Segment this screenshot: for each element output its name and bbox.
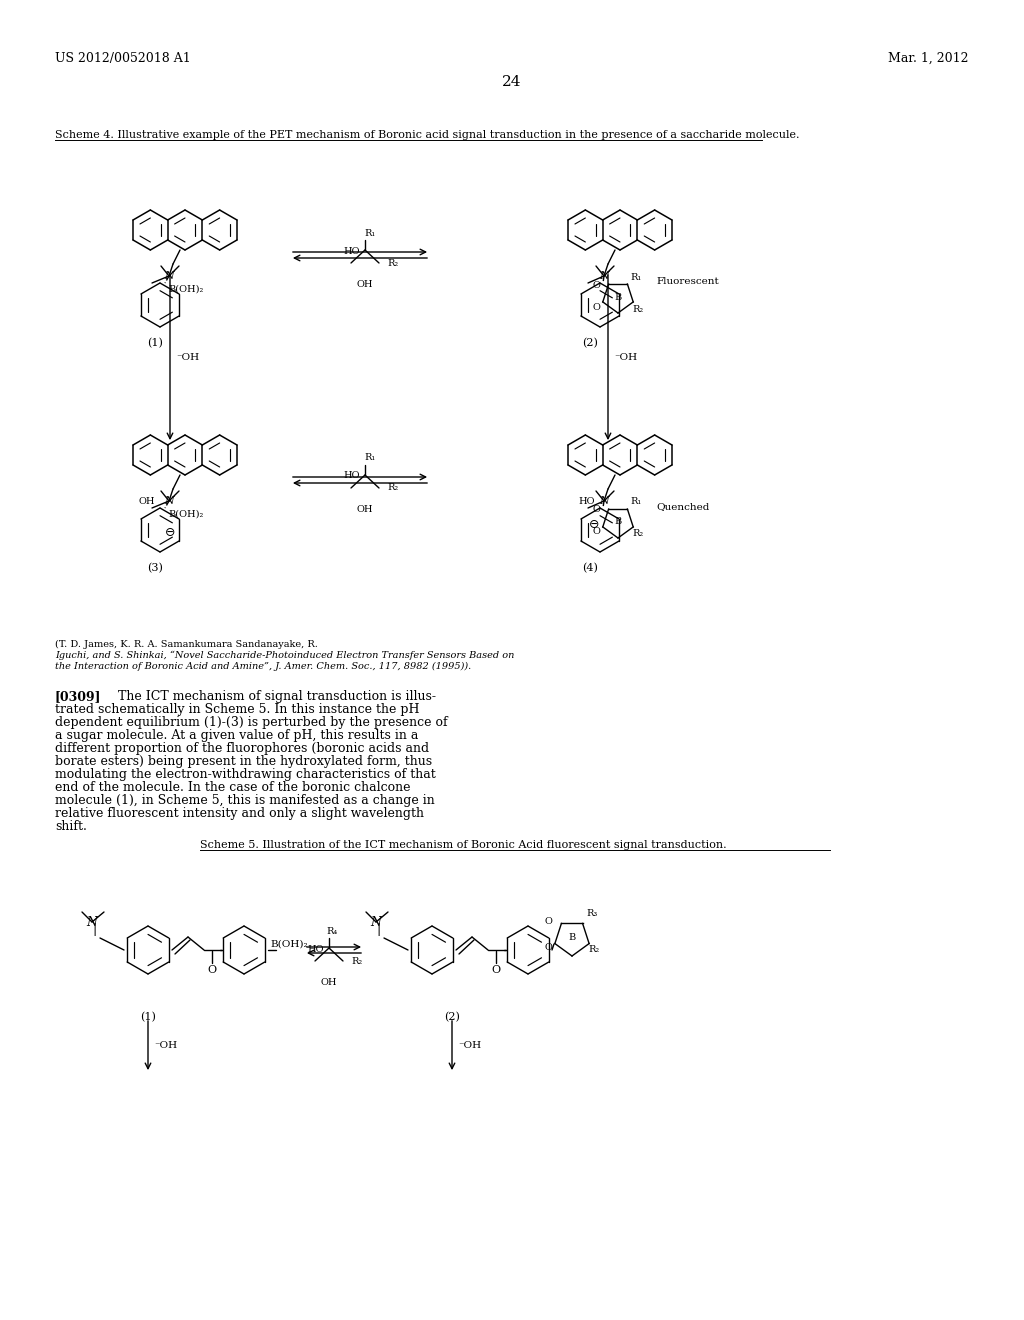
Text: ⁻OH: ⁻OH (176, 352, 199, 362)
Text: B(OH)₂: B(OH)₂ (168, 285, 203, 293)
Text: R₃: R₃ (586, 909, 597, 919)
Text: borate esters) being present in the hydroxylated form, thus: borate esters) being present in the hydr… (55, 755, 432, 768)
Text: (4): (4) (582, 564, 598, 573)
Text: ⊖: ⊖ (165, 525, 175, 539)
Text: dependent equilibrium (1)-(3) is perturbed by the presence of: dependent equilibrium (1)-(3) is perturb… (55, 715, 447, 729)
Text: Scheme 5. Illustration of the ICT mechanism of Boronic Acid fluorescent signal t: Scheme 5. Illustration of the ICT mechan… (200, 840, 727, 850)
Text: O: O (592, 302, 600, 312)
Text: |: | (377, 924, 381, 936)
Text: relative fluorescent intensity and only a slight wavelength: relative fluorescent intensity and only … (55, 807, 424, 820)
Text: Mar. 1, 2012: Mar. 1, 2012 (889, 51, 969, 65)
Text: trated schematically in Scheme 5. In this instance the pH: trated schematically in Scheme 5. In thi… (55, 704, 420, 715)
Text: O: O (592, 506, 600, 515)
Text: O: O (208, 965, 216, 975)
Text: ⊖: ⊖ (589, 517, 599, 531)
Text: N: N (599, 271, 609, 281)
Text: shift.: shift. (55, 820, 87, 833)
Text: (1): (1) (147, 338, 163, 348)
Text: [0309]: [0309] (55, 690, 101, 704)
Text: O: O (592, 281, 600, 289)
Text: Scheme 4. Illustrative example of the PET mechanism of Boronic acid signal trans: Scheme 4. Illustrative example of the PE… (55, 129, 800, 140)
Text: OH: OH (356, 280, 374, 289)
Text: O: O (544, 917, 552, 927)
Text: the Interaction of Boronic Acid and Amine”, J. Amer. Chem. Soc., 117, 8982 (1995: the Interaction of Boronic Acid and Amin… (55, 663, 471, 671)
Text: modulating the electron-withdrawing characteristics of that: modulating the electron-withdrawing char… (55, 768, 436, 781)
Text: N: N (371, 916, 382, 928)
Text: ⁻OH: ⁻OH (458, 1041, 481, 1049)
Text: a sugar molecule. At a given value of pH, this results in a: a sugar molecule. At a given value of pH… (55, 729, 419, 742)
Text: R₁: R₁ (365, 454, 376, 462)
Text: R₁: R₁ (630, 272, 641, 281)
Text: The ICT mechanism of signal transduction is illus-: The ICT mechanism of signal transduction… (118, 690, 436, 704)
Text: R₄: R₄ (327, 928, 338, 936)
Text: |: | (93, 924, 97, 936)
Text: ⁻OH: ⁻OH (614, 352, 637, 362)
Text: R₂: R₂ (351, 957, 362, 965)
Text: O: O (544, 944, 552, 953)
Text: molecule (1), in Scheme 5, this is manifested as a change in: molecule (1), in Scheme 5, this is manif… (55, 795, 435, 807)
Text: B(OH)₂: B(OH)₂ (168, 510, 203, 519)
Text: R₂: R₂ (632, 529, 643, 539)
Text: HO: HO (343, 247, 360, 256)
Text: OH: OH (356, 506, 374, 513)
Text: R₁: R₁ (365, 228, 376, 238)
Text: B: B (614, 517, 622, 527)
Text: (2): (2) (582, 338, 598, 348)
Text: different proportion of the fluorophores (boronic acids and: different proportion of the fluorophores… (55, 742, 429, 755)
Text: N: N (599, 496, 609, 506)
Text: HO: HO (343, 471, 360, 480)
Text: Quenched: Quenched (656, 503, 710, 511)
Text: R₂: R₂ (387, 259, 398, 268)
Text: OH: OH (321, 978, 337, 987)
Text: R₂: R₂ (387, 483, 398, 492)
Text: HO: HO (579, 498, 595, 507)
Text: O: O (492, 965, 501, 975)
Text: R₂: R₂ (588, 945, 599, 954)
Text: US 2012/0052018 A1: US 2012/0052018 A1 (55, 51, 190, 65)
Text: N: N (164, 271, 174, 281)
Text: (T. D. James, K. R. A. Samankumara Sandanayake, R.: (T. D. James, K. R. A. Samankumara Sanda… (55, 640, 317, 649)
Text: R₁: R₁ (630, 498, 641, 507)
Text: (2): (2) (444, 1012, 460, 1022)
Text: O: O (592, 528, 600, 536)
Text: R₂: R₂ (632, 305, 643, 314)
Text: B: B (568, 933, 575, 942)
Text: (1): (1) (140, 1012, 156, 1022)
Text: N: N (86, 916, 97, 928)
Text: end of the molecule. In the case of the boronic chalcone: end of the molecule. In the case of the … (55, 781, 411, 795)
Text: OH: OH (138, 498, 155, 507)
Text: (3): (3) (147, 564, 163, 573)
Text: B(OH)₂: B(OH)₂ (270, 940, 307, 949)
Text: Fluorescent: Fluorescent (656, 277, 719, 286)
Text: N: N (164, 496, 174, 506)
Text: ⁻OH: ⁻OH (154, 1041, 177, 1049)
Text: B: B (614, 293, 622, 301)
Text: 24: 24 (502, 75, 522, 88)
Text: HO: HO (307, 945, 324, 953)
Text: Iguchi, and S. Shinkai, “Novel Saccharide-Photoinduced Electron Transfer Sensors: Iguchi, and S. Shinkai, “Novel Saccharid… (55, 651, 514, 660)
